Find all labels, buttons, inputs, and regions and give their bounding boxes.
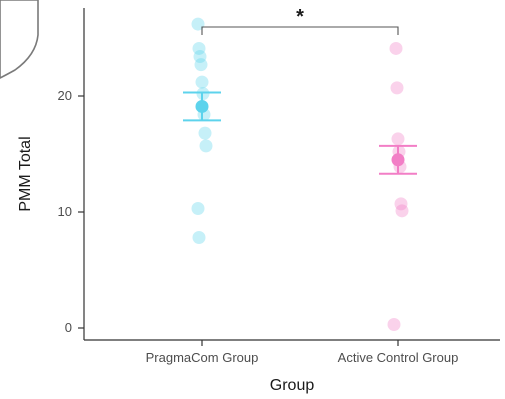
x-tick-label: Active Control Group: [338, 350, 459, 365]
page-curl-shape: [0, 0, 39, 79]
data-point: [395, 204, 409, 218]
data-points-group: [191, 17, 409, 332]
mean-se-group: [183, 91, 417, 175]
y-ticks-group: 0 10 20: [58, 88, 84, 335]
axes-group: [83, 8, 500, 341]
data-point: [387, 318, 401, 332]
data-point: [389, 41, 403, 55]
data-point: [198, 126, 212, 140]
mean-point: [195, 99, 209, 113]
data-point: [191, 17, 205, 31]
x-axis-title: Group: [270, 377, 315, 394]
data-point: [191, 202, 205, 216]
data-point: [195, 75, 209, 89]
data-point: [199, 139, 213, 153]
y-tick-label: 0: [65, 320, 72, 335]
y-tick-label: 20: [58, 88, 72, 103]
significance-label: *: [296, 6, 304, 28]
x-tick-label: PragmaCom Group: [146, 350, 259, 365]
data-point: [192, 41, 206, 55]
annotation-group: *: [201, 6, 399, 35]
mean-point: [391, 153, 405, 167]
data-point: [193, 50, 207, 64]
y-tick-label: 10: [58, 204, 72, 219]
significance-bracket: [201, 26, 399, 35]
data-point: [391, 132, 405, 146]
data-point: [194, 58, 208, 72]
data-point: [394, 197, 408, 211]
x-ticks-group: PragmaCom Group Active Control Group: [146, 340, 459, 365]
y-axis-title: PMM Total: [17, 136, 34, 211]
data-point: [192, 231, 206, 245]
data-point: [390, 81, 404, 95]
